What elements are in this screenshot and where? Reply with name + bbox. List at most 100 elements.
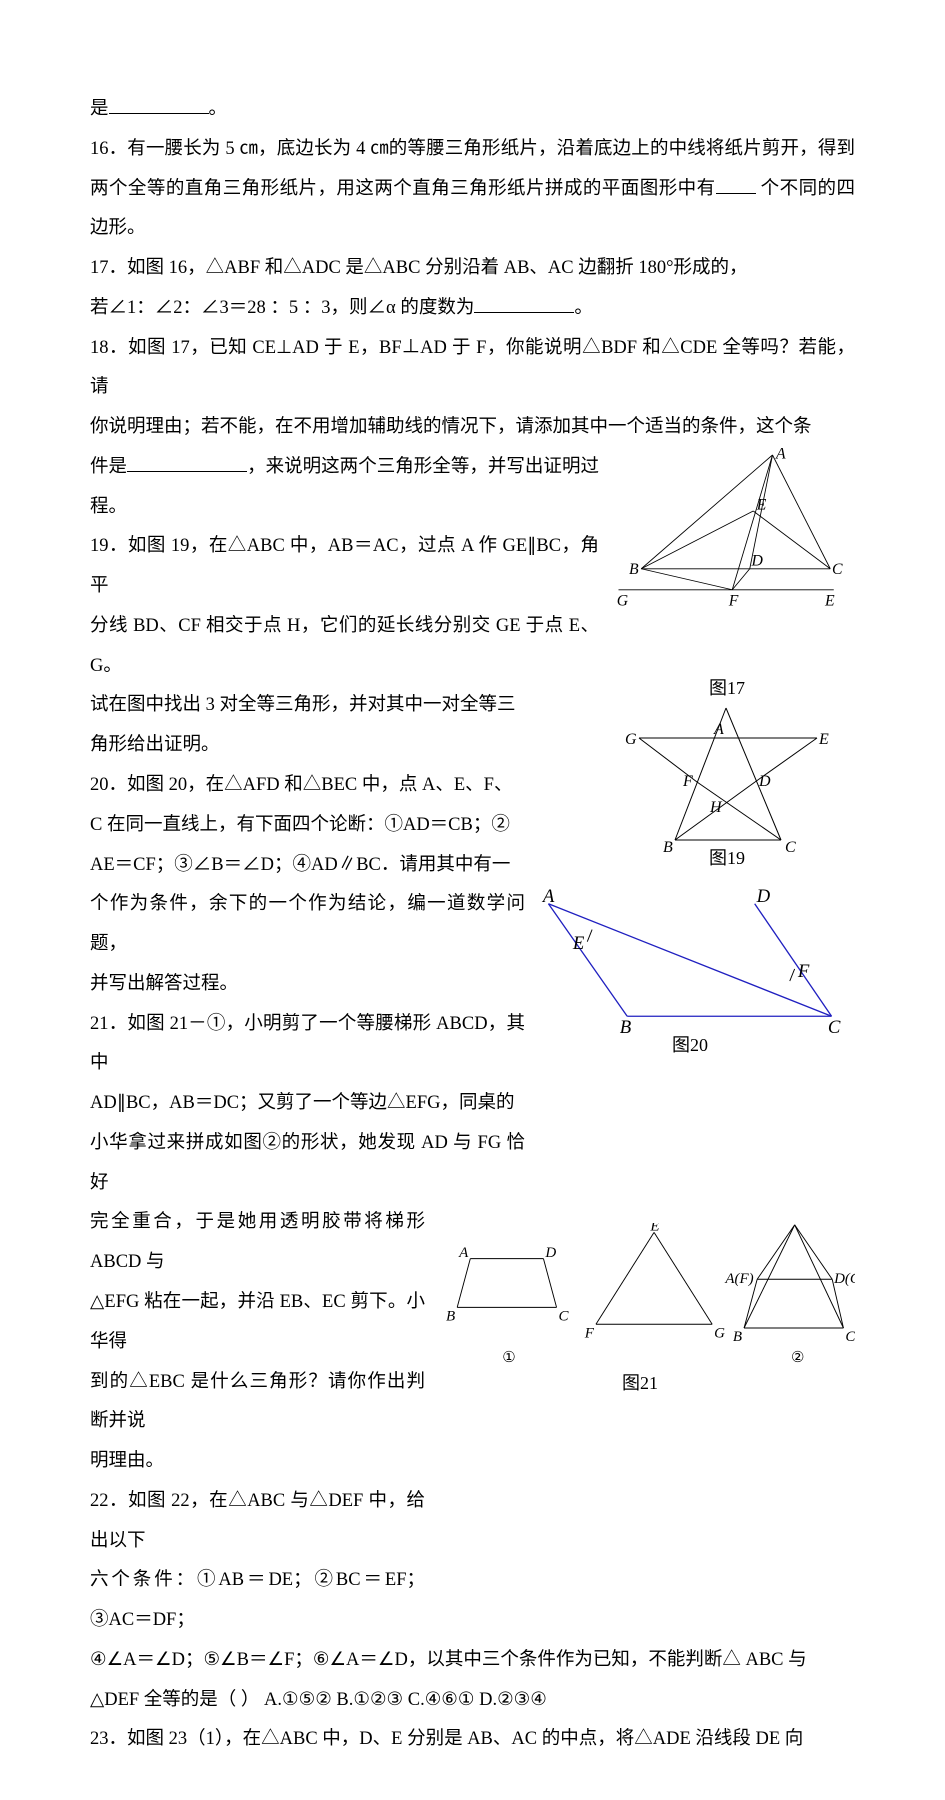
txt: C 在同一直线上，有下面四个论断：①AD＝CB；② [90,815,510,835]
txt: 18．如图 17，已知 CE⊥AD 于 E，BF⊥AD 于 F，你能说明△BDF… [90,338,855,398]
q20-line2: C 在同一直线上，有下面四个论断：①AD＝CB；② [90,806,599,846]
svg-text:E: E [756,496,767,513]
q22-line1: 22．如图 22，在△ABC 与△DEF 中，给出以下 [90,1482,425,1562]
txt: 。 [209,99,228,119]
svg-text:E: E [649,1223,659,1235]
svg-text:E: E [818,731,829,748]
svg-text:G: G [625,731,637,748]
line-prev-tail: 是。 [90,90,855,130]
txt: 六个条件：①AB＝DE；②BC＝EF；③AC＝DF； [90,1570,425,1630]
q17-line2: 若∠1：∠2：∠3＝28 ：5 ：3，则∠α 的度数为 。 [90,289,855,329]
figure-17-caption: 图17 [599,678,855,700]
txt: 是 [90,99,109,119]
q19-line1: 19．如图 19，在△ABC 中，AB＝AC，过点 A 作 GE∥BC，角平 [90,527,599,607]
txt: AE＝CF；③∠B＝∠D；④AD∥BC．请用其中有一 [90,855,510,875]
svg-text:D: D [758,773,771,790]
q17-line1: 17．如图 16，△ABF 和△ADC 是△ABC 分别沿着 AB、AC 边翻折… [90,249,855,289]
svg-text:B: B [733,1330,742,1346]
svg-text:②: ② [791,1350,804,1366]
q20-line1: 20．如图 20，在△AFD 和△BEC 中，点 A、E、F、 [90,766,599,806]
svg-text:G: G [617,592,629,609]
q21-line3: 小华拿过来拼成如图②的形状，她发现 AD 与 FG 恰好 [90,1124,525,1204]
txt: 件是 [90,457,127,477]
q22-line2: 六个条件：①AB＝DE；②BC＝EF；③AC＝DF； [90,1561,425,1641]
q18-line3: 件是，来说明这两个三角形全等，并写出证明过程。 [90,448,599,528]
q21-line2: AD∥BC，AB＝DC；又剪了一个等边△EFG，同桌的 [90,1084,525,1124]
svg-text:D: D [751,552,764,569]
svg-text:A: A [713,721,724,738]
figure-19-caption: 图19 [599,848,855,870]
svg-text:B: B [663,839,673,852]
figure-20-caption: 图20 [525,1035,855,1057]
q21-line5: △EFG 粘在一起，并沿 EB、EC 剪下。小华得 [90,1283,425,1363]
svg-text:①: ① [502,1350,515,1366]
txt: 到的△EBC 是什么三角形？请你作出判断并说 [90,1372,425,1432]
svg-text:A: A [458,1245,469,1261]
svg-text:C: C [785,839,796,852]
txt: △EFG 粘在一起，并沿 EB、EC 剪下。小华得 [90,1292,425,1352]
blank-fill [109,95,209,115]
svg-text:B: B [446,1309,455,1325]
svg-text:C: C [845,1330,855,1346]
q18-line1: 18．如图 17，已知 CE⊥AD 于 E，BF⊥AD 于 F，你能说明△BDF… [90,329,855,409]
q20-line5: 并写出解答过程。 [90,965,525,1005]
q16: 16．有一腰长为 5 ㎝，底边长为 4 ㎝的等腰三角形纸片，沿着底边上的中线将纸… [90,130,855,249]
q21-line4: 完全重合，于是她用透明胶带将梯形 ABCD 与 [90,1203,425,1283]
txt: 小华拿过来拼成如图②的形状，她发现 AD 与 FG 恰好 [90,1133,525,1193]
figure-17: A B C D E F G E [599,448,855,623]
svg-text:F: F [584,1326,595,1342]
svg-text:C: C [832,561,843,578]
svg-text:B: B [629,561,639,578]
q21-line7: 明理由。 [90,1442,425,1482]
txt: 分线 BD、CF 相交于点 H，它们的延长线分别交 GE 于点 E、G。 [90,616,599,676]
q20-line3: AE＝CF；③∠B＝∠D；④AD∥BC．请用其中有一 [90,846,599,886]
svg-text:C: C [558,1309,569,1325]
txt: 个作为条件，余下的一个作为结论，编一道数学问题， [90,894,525,954]
txt: 。 [574,298,593,318]
txt: 21．如图 21－①，小明剪了一个等腰梯形 ABCD，其中 [90,1014,525,1074]
figure-20: A D E F B C [525,885,855,1035]
svg-text:C: C [828,1017,841,1035]
blank-fill [716,174,756,194]
txt: 若∠1：∠2：∠3＝28 ：5 ：3，则∠α 的度数为 [90,298,474,318]
svg-text:F: F [728,592,739,609]
svg-text:E: E [790,1223,800,1227]
txt: 22．如图 22，在△ABC 与△DEF 中，给出以下 [90,1491,425,1551]
svg-text:E: E [824,592,835,609]
svg-text:A: A [541,886,555,907]
txt: 19．如图 19，在△ABC 中，AB＝AC，过点 A 作 GE∥BC，角平 [90,536,599,596]
svg-text:F: F [682,773,693,790]
txt: 明理由。 [90,1451,164,1471]
txt: 角形给出证明。 [90,735,220,755]
figure-21-caption: 图21 [425,1373,855,1395]
q23-line1: 23．如图 23（1），在△ABC 中，D、E 分别是 AB、AC 的中点，将△… [90,1720,855,1760]
svg-text:B: B [620,1017,632,1035]
txt: AD∥BC，AB＝DC；又剪了一个等边△EFG，同桌的 [90,1093,515,1113]
svg-text:D: D [544,1245,556,1261]
txt: 23．如图 23（1），在△ABC 中，D、E 分别是 AB、AC 的中点，将△… [90,1729,803,1749]
blank-fill [474,293,574,313]
txt: 完全重合，于是她用透明胶带将梯形 ABCD 与 [90,1212,425,1272]
q21-line1: 21．如图 21－①，小明剪了一个等腰梯形 ABCD，其中 [90,1005,525,1085]
svg-text:D: D [756,886,771,907]
q18-line2: 你说明理由；若不能，在不用增加辅助线的情况下，请添加其中一个适当的条件，这个条 [90,408,855,448]
svg-text:F: F [797,961,810,982]
figure-21: ADBCEFGEA(F)D(G)BC①② [425,1223,855,1373]
svg-text:A: A [775,448,786,463]
figure-19: A B C G E F D H [623,702,831,852]
blank-fill [127,452,247,472]
q19-line2: 分线 BD、CF 相交于点 H，它们的延长线分别交 GE 于点 E、G。 [90,607,599,687]
q22-line4: △DEF 全等的是（ ） A.①⑤② B.①②③ C.④⑥① D.②③④ [90,1681,855,1721]
txt: 试在图中找出 3 对全等三角形，并对其中一对全等三 [90,695,516,715]
txt: 20．如图 20，在△AFD 和△BEC 中，点 A、E、F、 [90,775,512,795]
txt: 你说明理由；若不能，在不用增加辅助线的情况下，请添加其中一个适当的条件，这个条 [90,417,812,437]
q20-line4: 个作为条件，余下的一个作为结论，编一道数学问题， [90,885,525,965]
q19-line4: 角形给出证明。 [90,726,599,766]
svg-text:E: E [572,933,585,954]
q19-line3: 试在图中找出 3 对全等三角形，并对其中一对全等三 [90,686,599,726]
svg-text:A(F): A(F) [724,1271,753,1287]
svg-text:H: H [709,799,723,816]
txt: △DEF 全等的是（ ） A.①⑤② B.①②③ C.④⑥① D.②③④ [90,1690,547,1710]
svg-text:G: G [714,1326,725,1342]
q21-line6: 到的△EBC 是什么三角形？请你作出判断并说 [90,1363,425,1443]
